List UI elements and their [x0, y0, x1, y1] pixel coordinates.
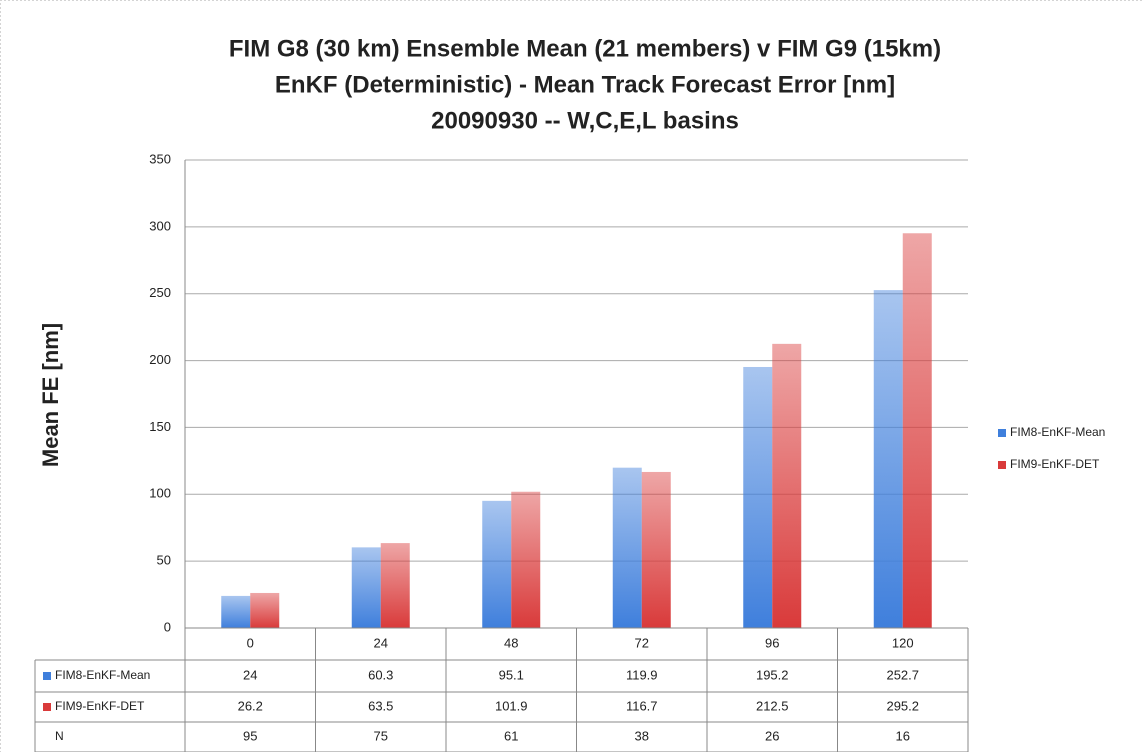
table-cell: 60.3: [368, 667, 393, 682]
chart-title: EnKF (Deterministic) - Mean Track Foreca…: [275, 71, 895, 98]
chart-title: FIM G8 (30 km) Ensemble Mean (21 members…: [229, 35, 941, 62]
bar: [351, 547, 381, 628]
chart-title: 20090930 -- W,C,E,L basins: [431, 107, 739, 134]
bar: [873, 290, 903, 628]
bar: [511, 491, 541, 628]
table-cell: 212.5: [756, 698, 789, 713]
table-cell: 95.1: [499, 667, 524, 682]
table-cell: 95: [243, 728, 257, 743]
table-cell: 38: [635, 728, 649, 743]
bar: [641, 471, 671, 628]
table-cell: 101.9: [495, 698, 528, 713]
table-cell: 26: [765, 728, 779, 743]
y-tick-label: 300: [149, 218, 171, 233]
y-tick-label: 0: [164, 619, 171, 634]
y-axis-label: Mean FE [nm]: [38, 323, 63, 467]
table-cell: 119.9: [626, 667, 658, 682]
legend-swatch: [43, 703, 51, 711]
bar: [743, 366, 773, 628]
row-label: N: [55, 729, 64, 743]
bar: [250, 592, 280, 628]
x-tick-label: 96: [765, 635, 779, 650]
table-cell: 295.2: [886, 698, 919, 713]
table-cell: 75: [374, 728, 388, 743]
y-tick-label: 250: [149, 285, 171, 300]
bar: [772, 343, 802, 628]
table-cell: 61: [504, 728, 518, 743]
legend-label: FIM8-EnKF-Mean: [1010, 425, 1105, 439]
legend-label: FIM9-EnKF-DET: [1010, 457, 1100, 471]
bar: [612, 467, 642, 628]
y-tick-label: 350: [149, 151, 171, 166]
bar: [221, 595, 251, 628]
legend-swatch: [43, 672, 51, 680]
table-cell: 16: [896, 728, 910, 743]
y-tick-label: 200: [149, 352, 171, 367]
y-tick-label: 100: [149, 486, 171, 501]
bar: [482, 500, 512, 628]
bar: [902, 233, 932, 628]
bar: [380, 543, 410, 628]
y-tick-label: 50: [157, 553, 171, 568]
legend-swatch: [998, 429, 1006, 437]
x-tick-label: 48: [504, 635, 518, 650]
x-tick-label: 24: [374, 635, 388, 650]
row-label: FIM9-EnKF-DET: [55, 699, 145, 713]
table-cell: 252.7: [886, 667, 919, 682]
table-cell: 116.7: [626, 698, 658, 713]
y-tick-label: 150: [149, 419, 171, 434]
x-tick-label: 72: [635, 635, 649, 650]
x-tick-label: 120: [892, 635, 914, 650]
legend-swatch: [998, 461, 1006, 469]
row-label: FIM8-EnKF-Mean: [55, 668, 150, 682]
table-cell: 24: [243, 667, 257, 682]
table-cell: 26.2: [238, 698, 263, 713]
x-tick-label: 0: [247, 635, 254, 650]
table-cell: 195.2: [756, 667, 789, 682]
table-cell: 63.5: [368, 698, 393, 713]
